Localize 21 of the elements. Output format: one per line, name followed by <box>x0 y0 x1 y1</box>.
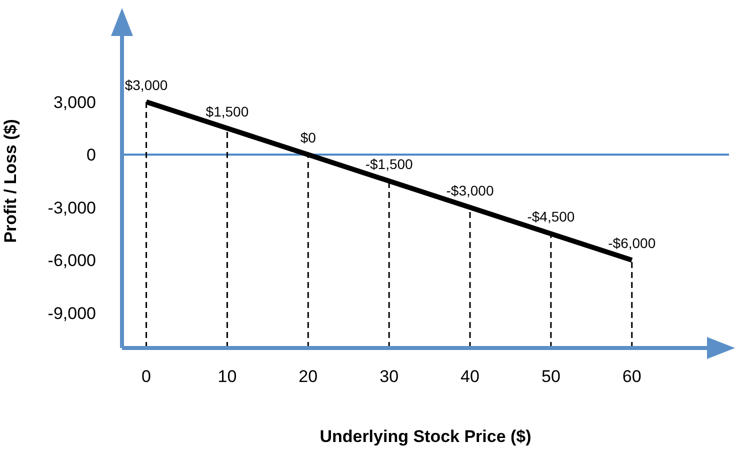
data-label: -$6,000 <box>608 235 656 252</box>
y-tick-label: 3,000 <box>53 92 96 112</box>
data-label: -$4,500 <box>527 208 575 225</box>
data-label: $0 <box>300 130 316 146</box>
y-tick-label: -9,000 <box>48 304 96 323</box>
x-axis-title: Underlying Stock Price ($) <box>320 427 532 446</box>
data-label: $3,000 <box>124 76 168 93</box>
data-label: $1,500 <box>206 103 249 120</box>
x-tick-label: 30 <box>380 367 399 386</box>
x-tick-label: 0 <box>142 367 152 386</box>
y-tick-label: -3,000 <box>48 198 96 218</box>
data-label: -$3,000 <box>446 182 494 198</box>
x-tick-label: 10 <box>218 367 237 386</box>
x-tick-label: 60 <box>622 367 642 386</box>
x-tick-label: 20 <box>298 367 318 386</box>
x-tick-label: 50 <box>541 367 560 386</box>
x-tick-label: 40 <box>460 367 480 386</box>
y-axis-title: Profit / Loss ($) <box>1 119 20 243</box>
data-label: -$1,500 <box>365 156 414 172</box>
y-tick-label: -6,000 <box>48 251 96 270</box>
y-tick-label: 0 <box>86 146 96 165</box>
